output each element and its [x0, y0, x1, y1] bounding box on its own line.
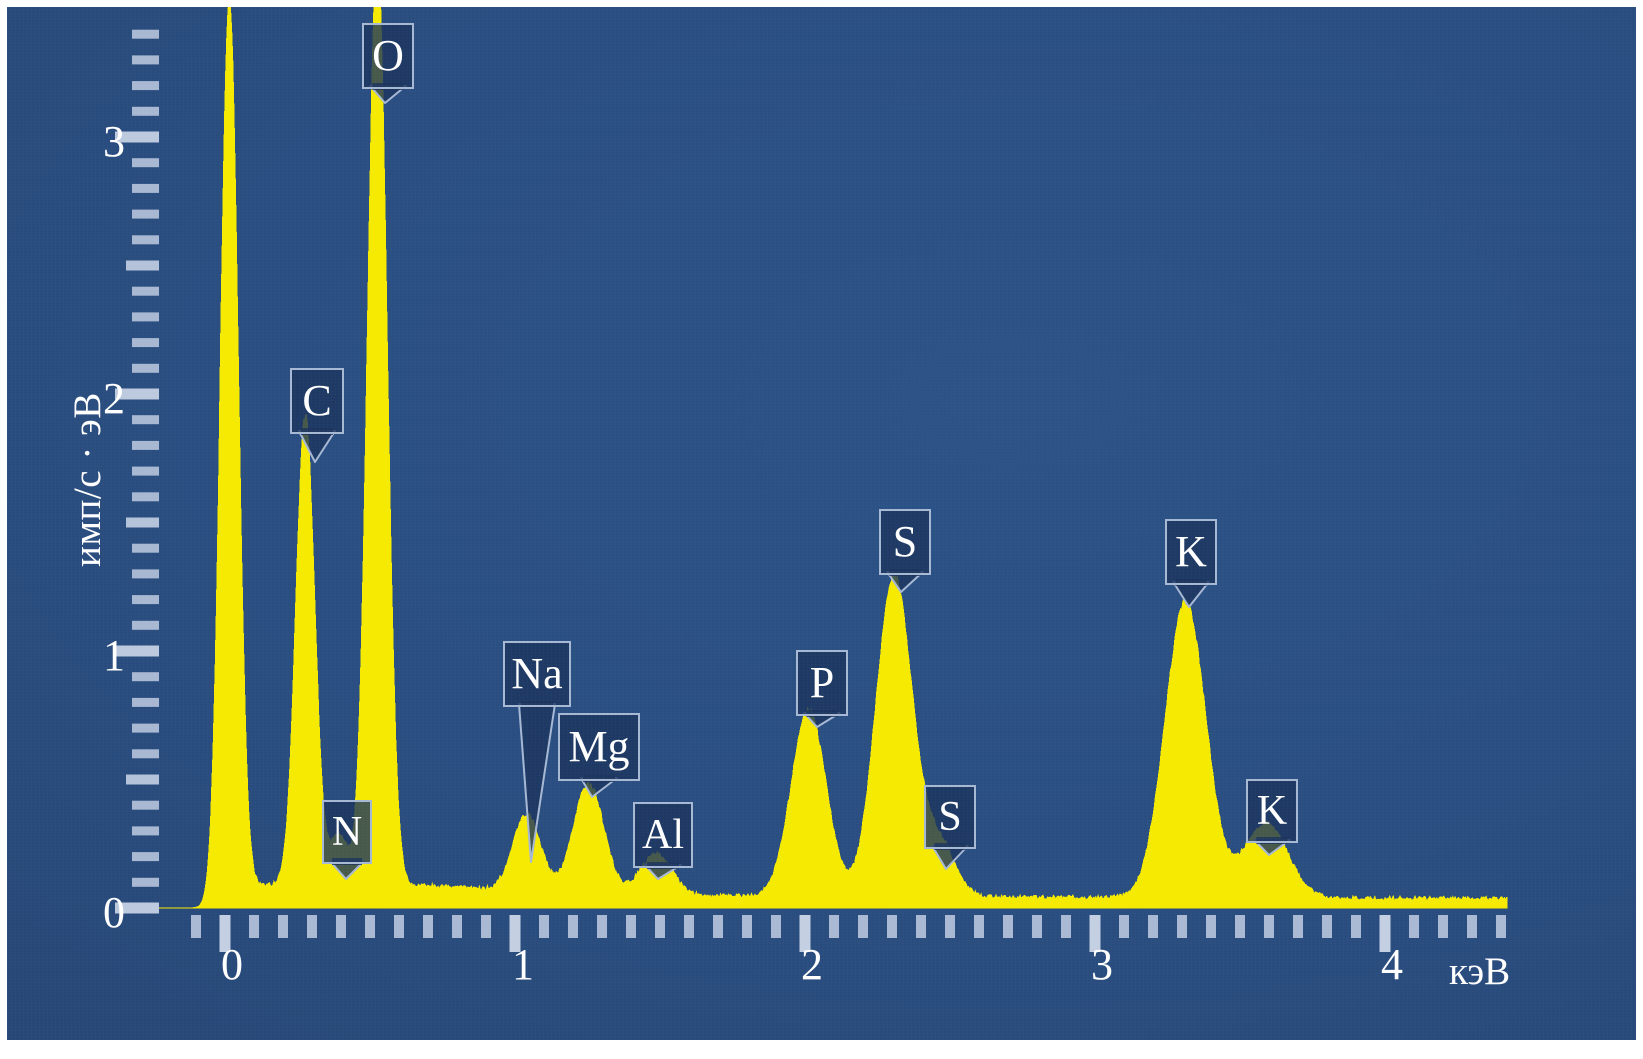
y-tick-label-2: 2 [103, 374, 125, 423]
x-tick-label-4: 4 [1381, 940, 1403, 989]
x-tick-label-3: 3 [1091, 940, 1113, 989]
spectrum-graphic [115, 7, 1508, 952]
y-tick-label-0: 0 [103, 888, 125, 937]
x-tick-label-2: 2 [801, 940, 823, 989]
x-tick-label-0: 0 [221, 940, 243, 989]
x-axis-title: кэВ [1449, 950, 1511, 993]
y-tick-label-3: 3 [103, 117, 125, 166]
x-tick-label-1: 1 [512, 940, 534, 989]
plot-area: 3 2 1 0 0 1 2 3 4 имп/с · эВ кэВ O C N Na Mg… [7, 7, 1636, 1040]
y-tick-label-1: 1 [103, 631, 125, 680]
y-axis-title: имп/с · эВ [66, 392, 109, 567]
